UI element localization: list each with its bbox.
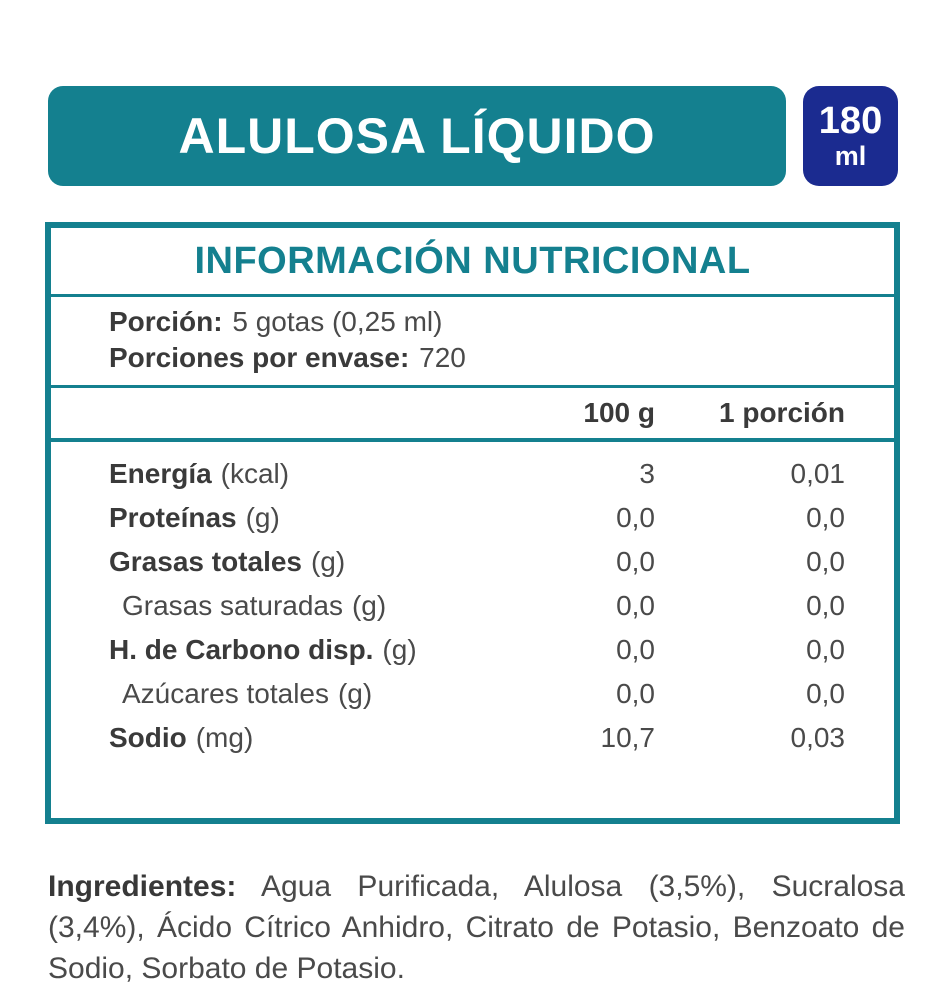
value-per-100g: 0,0	[616, 502, 655, 533]
nutrient-row-sodio: Sodio (mg) 10,7 0,03	[109, 716, 845, 760]
nutrient-row-carbono: H. de Carbono disp. (g) 0,0 0,0	[109, 628, 845, 672]
nutrient-label: Grasas saturadas (g)	[122, 590, 387, 621]
nutrient-rows: Energía (kcal) 3 0,01 Proteínas (g) 0,0 0,…	[51, 442, 894, 818]
servings-per-container-label: Porciones por envase:	[109, 342, 410, 373]
serving-info: Porción: 5 gotas (0,25 ml) Porciones por …	[51, 297, 894, 388]
volume-badge: 180 ml	[803, 86, 898, 186]
nutrient-label: Proteínas (g)	[109, 502, 280, 533]
value-per-serving: 0,03	[790, 722, 846, 753]
serving-size-line: Porción: 5 gotas (0,25 ml)	[109, 304, 894, 340]
ingredients-paragraph: Ingredientes: Agua Purificada, Alulosa (…	[48, 866, 905, 989]
product-label: ALULOSA LÍQUIDO 180 ml INFORMACIÓN NUTRI…	[0, 86, 938, 1000]
value-per-100g: 0,0	[616, 590, 655, 621]
nutrient-row-proteinas: Proteínas (g) 0,0 0,0	[109, 496, 845, 540]
nutrition-table: INFORMACIÓN NUTRICIONAL Porción: 5 gotas …	[45, 222, 900, 824]
nutrient-row-grasas-saturadas: Grasas saturadas (g) 0,0 0,0	[109, 584, 845, 628]
nutrient-row-azucares: Azúcares totales (g) 0,0 0,0	[109, 672, 845, 716]
product-name-banner: ALULOSA LÍQUIDO	[48, 86, 786, 186]
nutrient-label: Azúcares totales (g)	[122, 678, 373, 709]
nutrient-label: H. de Carbono disp. (g)	[109, 634, 417, 665]
value-per-100g: 3	[639, 458, 655, 489]
value-per-100g: 0,0	[616, 678, 655, 709]
value-per-serving: 0,0	[806, 546, 845, 577]
value-per-100g: 10,7	[600, 722, 656, 753]
nutrient-label: Energía (kcal)	[109, 458, 290, 489]
column-header-100g: 100 g	[583, 397, 655, 428]
nutrient-row-grasas-totales: Grasas totales (g) 0,0 0,0	[109, 540, 845, 584]
servings-per-container-value: 720	[419, 342, 466, 373]
product-name: ALULOSA LÍQUIDO	[178, 108, 656, 164]
value-per-100g: 0,0	[616, 546, 655, 577]
nutrient-label: Sodio (mg)	[109, 722, 254, 753]
volume-unit: ml	[834, 141, 867, 171]
ingredients-label: Ingredientes:	[48, 870, 237, 903]
nutrient-row-energia: Energía (kcal) 3 0,01	[109, 452, 845, 496]
servings-per-container-line: Porciones por envase: 720	[109, 340, 894, 376]
volume-amount: 180	[818, 100, 883, 142]
nutrient-label: Grasas totales (g)	[109, 546, 346, 577]
nutrition-table-title: INFORMACIÓN NUTRICIONAL	[51, 228, 894, 297]
serving-size-label: Porción:	[109, 306, 223, 337]
value-per-serving: 0,0	[806, 634, 845, 665]
value-per-serving: 0,0	[806, 502, 845, 533]
serving-size-value: 5 gotas (0,25 ml)	[232, 306, 443, 337]
column-header-porcion: 1 porción	[718, 397, 845, 428]
column-header-row: 100 g 1 porción	[51, 388, 894, 442]
value-per-serving: 0,0	[806, 678, 845, 709]
value-per-serving: 0,0	[806, 590, 845, 621]
ingredients-text: Agua Purificada, Alulosa (3,5%), Sucralo…	[48, 870, 905, 985]
header: ALULOSA LÍQUIDO 180 ml	[48, 86, 898, 186]
value-per-serving: 0,01	[790, 458, 846, 489]
value-per-100g: 0,0	[616, 634, 655, 665]
